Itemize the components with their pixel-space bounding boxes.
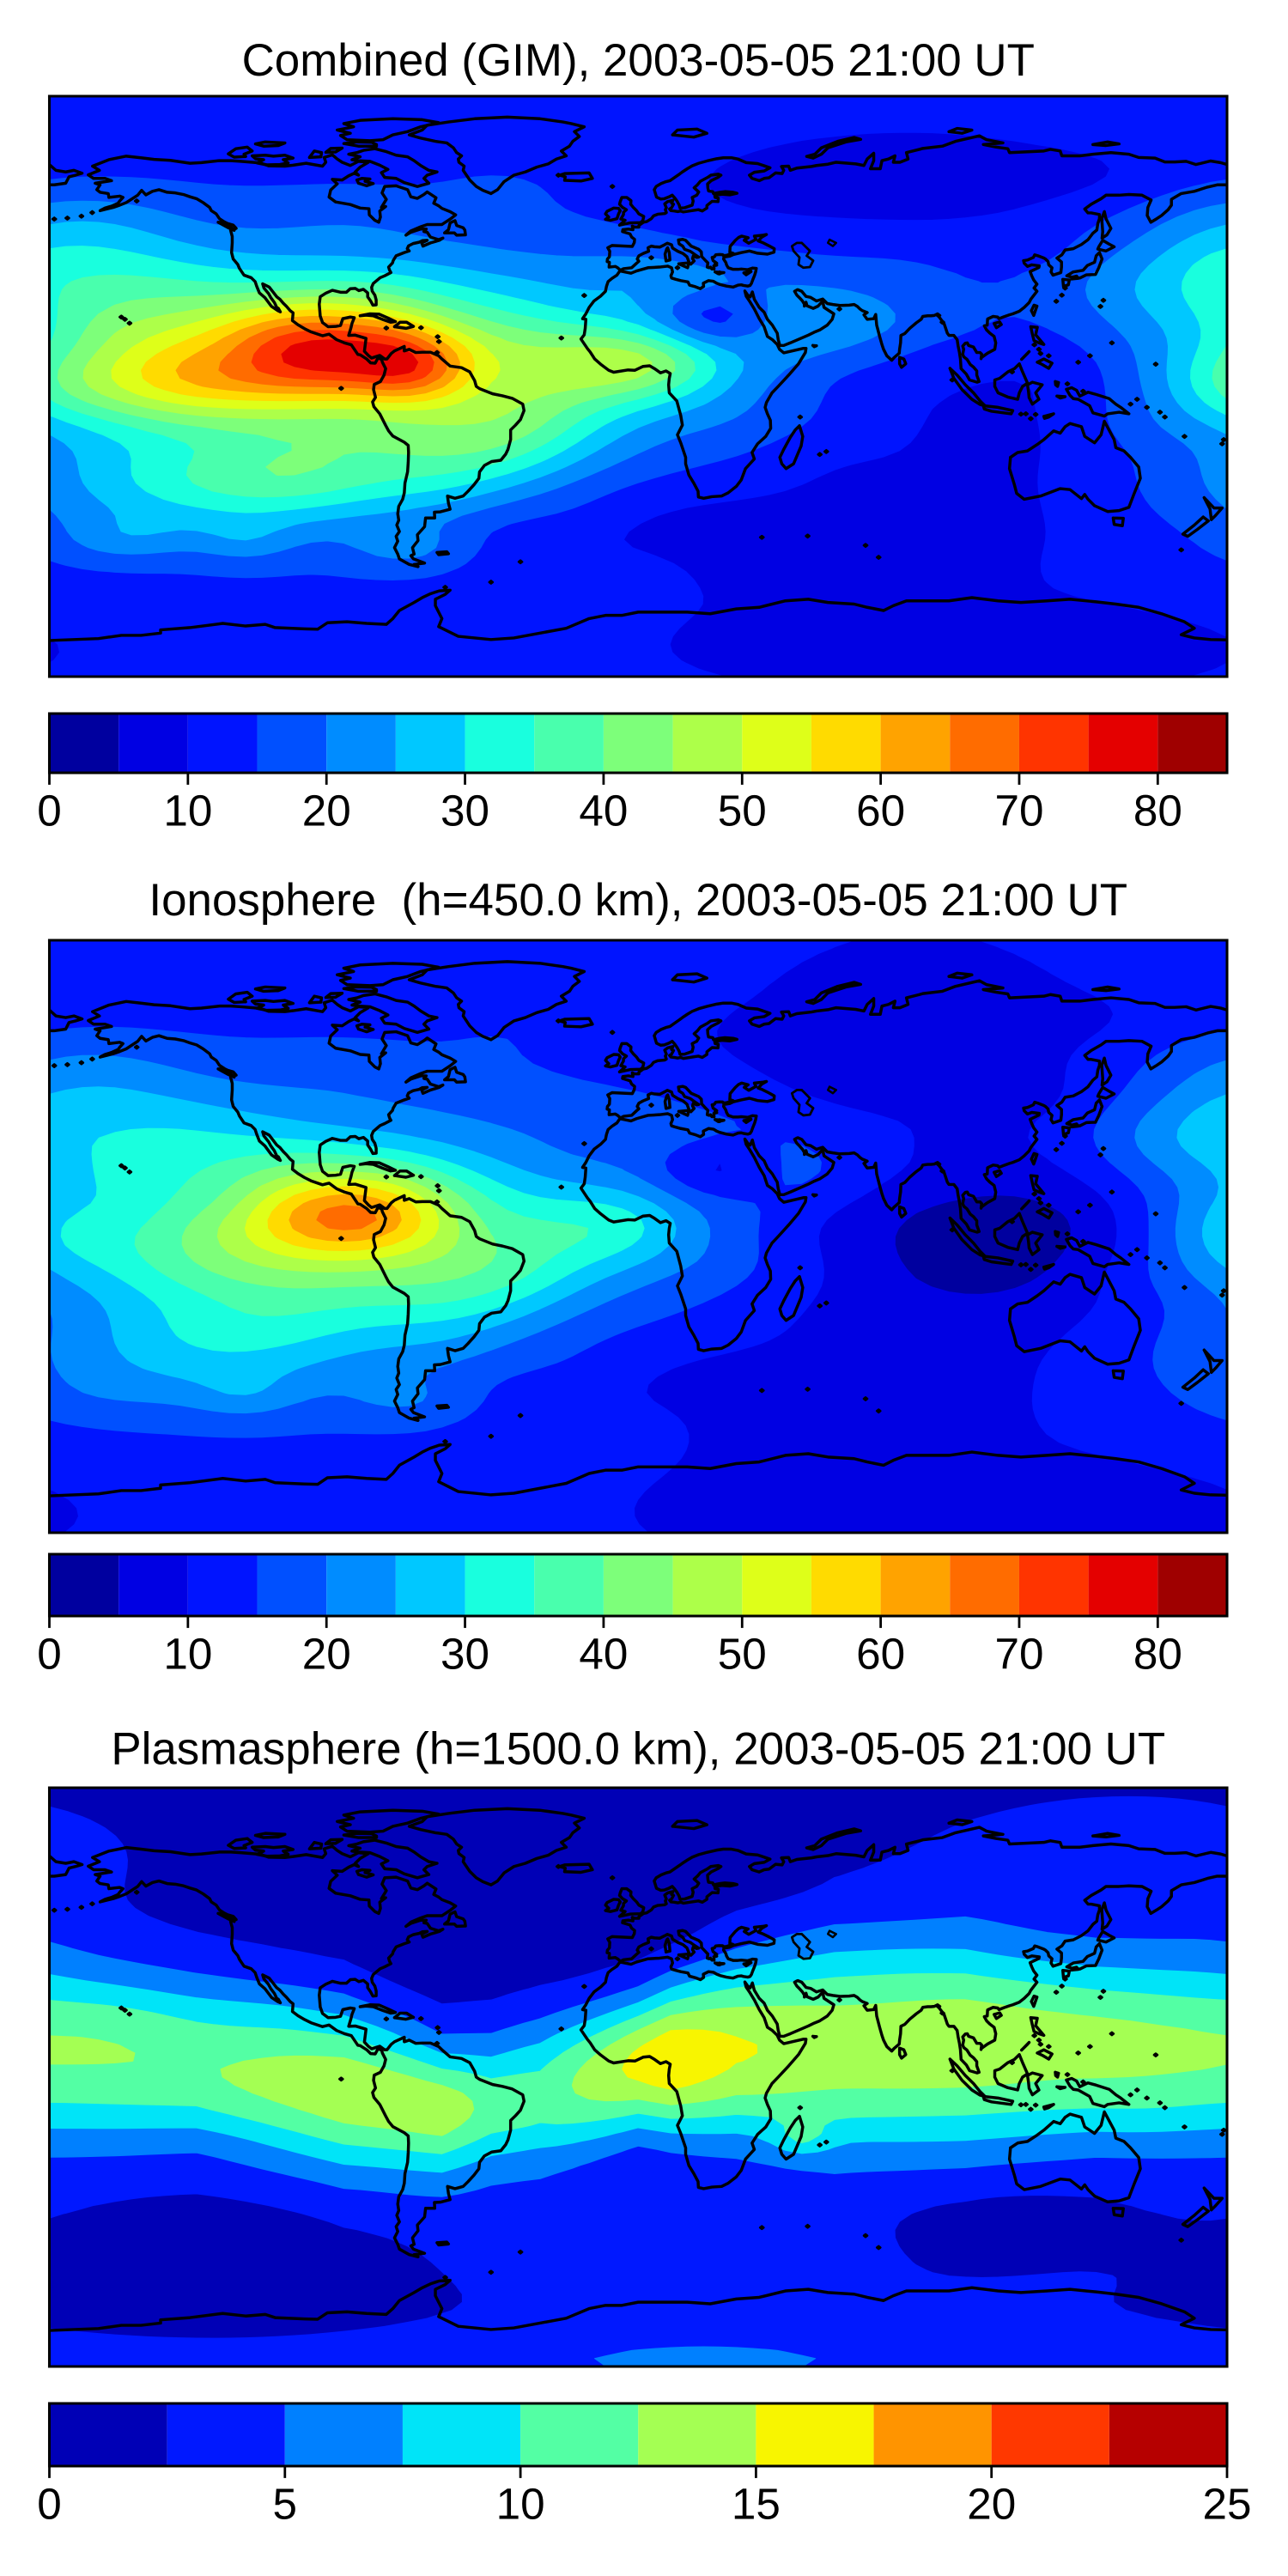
svg-text:20: 20 bbox=[302, 1630, 351, 1679]
svg-text:20: 20 bbox=[967, 2480, 1016, 2529]
svg-text:Ionosphere (h=450.0 km), 2003: Ionosphere (h=450.0 km), 2003-05-05 21:0… bbox=[149, 875, 1127, 926]
svg-text:40: 40 bbox=[579, 787, 628, 835]
svg-text:70: 70 bbox=[994, 787, 1043, 835]
svg-text:30: 30 bbox=[440, 1630, 489, 1679]
svg-text:70: 70 bbox=[994, 1630, 1043, 1679]
svg-text:5: 5 bbox=[273, 2480, 298, 2529]
svg-text:25: 25 bbox=[1202, 2480, 1251, 2529]
svg-text:Plasmasphere (h=1500.0 km), 20: Plasmasphere (h=1500.0 km), 2003-05-05 2… bbox=[111, 1724, 1165, 1775]
svg-text:80: 80 bbox=[1133, 787, 1182, 835]
svg-text:Combined (GIM), 2003-05-05 21:: Combined (GIM), 2003-05-05 21:00 UT bbox=[242, 35, 1035, 86]
svg-text:50: 50 bbox=[718, 787, 767, 835]
svg-text:60: 60 bbox=[856, 1630, 905, 1679]
svg-text:50: 50 bbox=[718, 1630, 767, 1679]
svg-text:10: 10 bbox=[163, 1630, 212, 1679]
svg-text:80: 80 bbox=[1133, 1630, 1182, 1679]
svg-text:40: 40 bbox=[579, 1630, 628, 1679]
svg-text:10: 10 bbox=[496, 2480, 545, 2529]
svg-text:20: 20 bbox=[302, 787, 351, 835]
svg-text:0: 0 bbox=[37, 2480, 62, 2529]
svg-text:30: 30 bbox=[440, 787, 489, 835]
svg-text:0: 0 bbox=[37, 1630, 62, 1679]
svg-text:10: 10 bbox=[163, 787, 212, 835]
svg-text:15: 15 bbox=[732, 2480, 781, 2529]
svg-text:0: 0 bbox=[37, 787, 62, 835]
svg-text:60: 60 bbox=[856, 787, 905, 835]
